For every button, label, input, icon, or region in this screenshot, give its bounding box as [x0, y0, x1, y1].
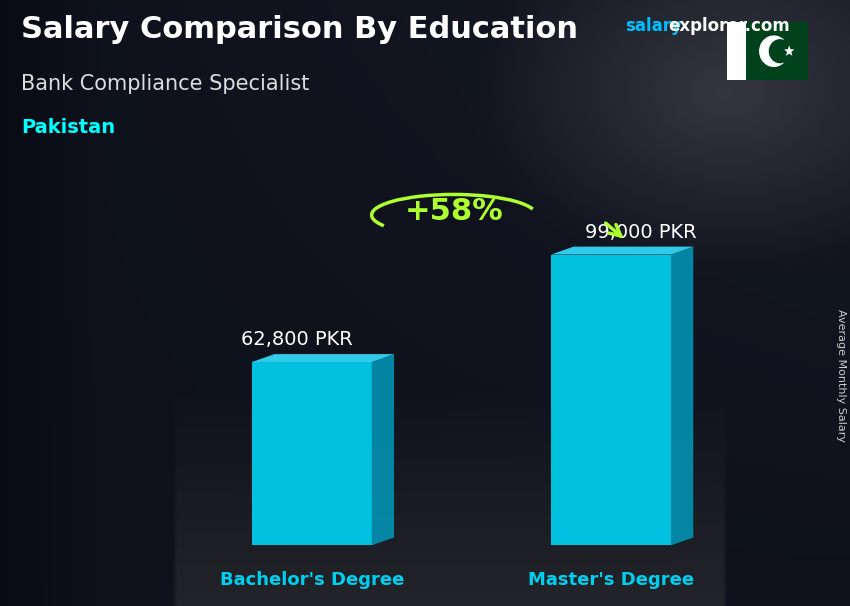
Text: 99,000 PKR: 99,000 PKR	[585, 223, 697, 242]
Text: Pakistan: Pakistan	[21, 118, 116, 137]
Polygon shape	[252, 354, 275, 362]
Wedge shape	[759, 35, 785, 67]
Text: Bank Compliance Specialist: Bank Compliance Specialist	[21, 74, 309, 94]
Polygon shape	[671, 247, 694, 545]
Polygon shape	[371, 354, 394, 545]
Polygon shape	[784, 45, 794, 56]
Polygon shape	[551, 255, 671, 545]
Polygon shape	[551, 247, 574, 255]
Text: +58%: +58%	[405, 198, 503, 226]
Polygon shape	[551, 247, 694, 255]
Polygon shape	[252, 362, 371, 545]
Text: salary: salary	[625, 17, 682, 35]
Text: Bachelor's Degree: Bachelor's Degree	[219, 571, 404, 588]
Circle shape	[768, 39, 791, 63]
Text: 62,800 PKR: 62,800 PKR	[241, 330, 353, 350]
Text: Average Monthly Salary: Average Monthly Salary	[836, 309, 846, 442]
Text: explorer.com: explorer.com	[668, 17, 790, 35]
Text: Salary Comparison By Education: Salary Comparison By Education	[21, 15, 578, 44]
Bar	[746, 22, 807, 80]
Polygon shape	[252, 354, 394, 362]
Text: Master's Degree: Master's Degree	[528, 571, 694, 588]
Bar	[727, 22, 746, 80]
